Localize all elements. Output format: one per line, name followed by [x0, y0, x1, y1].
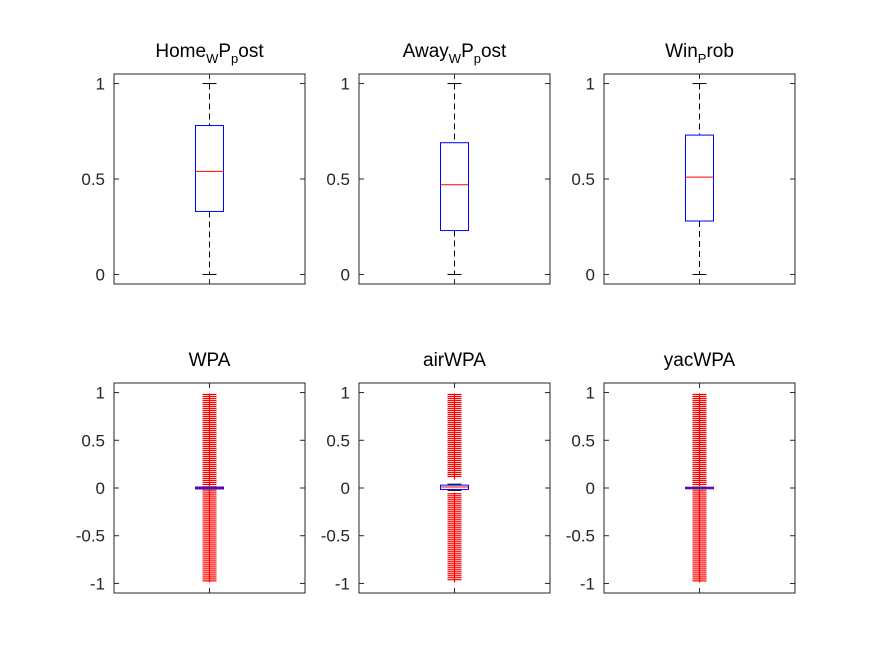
- y-tick-label: 0: [96, 479, 105, 498]
- title-segment: P: [218, 41, 231, 62]
- iqr-box: [685, 134, 714, 222]
- y-tick-label: 1: [586, 384, 595, 403]
- subplot-title: airWPA: [423, 350, 486, 371]
- subplot-title: WinProb: [665, 41, 734, 66]
- y-tick-label: 0: [96, 265, 105, 284]
- title-subscript: p: [474, 51, 481, 66]
- title-segment: P: [461, 41, 474, 62]
- y-tick-label: 1: [96, 75, 105, 94]
- title-segment: ost: [238, 41, 264, 62]
- outliers-high: [447, 393, 462, 480]
- subplot-5: airWPA -1 -0.5 0 0.5 1: [321, 350, 551, 594]
- title-segment: rob: [706, 41, 733, 62]
- y-tick-label: 0.5: [571, 431, 595, 450]
- y-tick-label: 1: [341, 384, 350, 403]
- title-subscript: p: [231, 51, 238, 66]
- subplot-title: AwayWPpost: [403, 41, 507, 66]
- subplot-title: HomeWPpost: [155, 41, 264, 66]
- y-tick-label: 0: [586, 265, 595, 284]
- title-segment: Win: [665, 41, 698, 62]
- y-tick-label: 1: [586, 75, 595, 94]
- y-tick-label: 0: [586, 479, 595, 498]
- iqr-box: [195, 125, 224, 212]
- title-segment: yacWPA: [664, 350, 736, 371]
- title-segment: airWPA: [423, 350, 486, 371]
- subplot-6: yacWPA -1 -0.5 0 0.5 1: [566, 350, 796, 594]
- subplot-title: WPA: [189, 350, 231, 371]
- title-segment: Away: [403, 41, 450, 62]
- y-tick-label: 0.5: [326, 431, 350, 450]
- y-tick-label: 0: [341, 265, 350, 284]
- y-tick-label: 0.5: [326, 170, 350, 189]
- y-tick-label: 0.5: [81, 170, 105, 189]
- title-subscript: W: [449, 51, 462, 66]
- title-segment: Home: [155, 41, 206, 62]
- y-tick-label: -1: [90, 574, 105, 593]
- outliers-low: [692, 489, 707, 583]
- iqr-box: [440, 142, 469, 232]
- outliers-high: [692, 393, 707, 487]
- title-segment: WPA: [189, 350, 231, 371]
- y-tick-label: 0.5: [81, 431, 105, 450]
- y-tick-label: -0.5: [566, 527, 595, 546]
- subplot-3: WinProb 0 0.5 1: [571, 41, 796, 285]
- y-tick-label: 0.5: [571, 170, 595, 189]
- subplot-1: HomeWPpost 0 0.5 1: [81, 41, 306, 285]
- title-segment: ost: [481, 41, 507, 62]
- outliers-low: [447, 492, 462, 583]
- title-subscript: W: [206, 51, 219, 66]
- y-tick-label: 0: [341, 479, 350, 498]
- y-tick-label: -0.5: [76, 527, 105, 546]
- y-tick-label: 1: [341, 75, 350, 94]
- y-tick-label: -1: [335, 574, 350, 593]
- y-tick-label: 1: [96, 384, 105, 403]
- title-subscript: P: [698, 51, 707, 66]
- outliers-high: [202, 393, 217, 487]
- y-tick-label: -1: [580, 574, 595, 593]
- subplot-2: AwayWPpost 0 0.5 1: [326, 41, 551, 285]
- outliers-low: [202, 489, 217, 583]
- subplot-4: WPA -1 -0.5 0 0.5 1: [76, 350, 306, 594]
- subplot-title: yacWPA: [664, 350, 736, 371]
- y-tick-label: -0.5: [321, 527, 350, 546]
